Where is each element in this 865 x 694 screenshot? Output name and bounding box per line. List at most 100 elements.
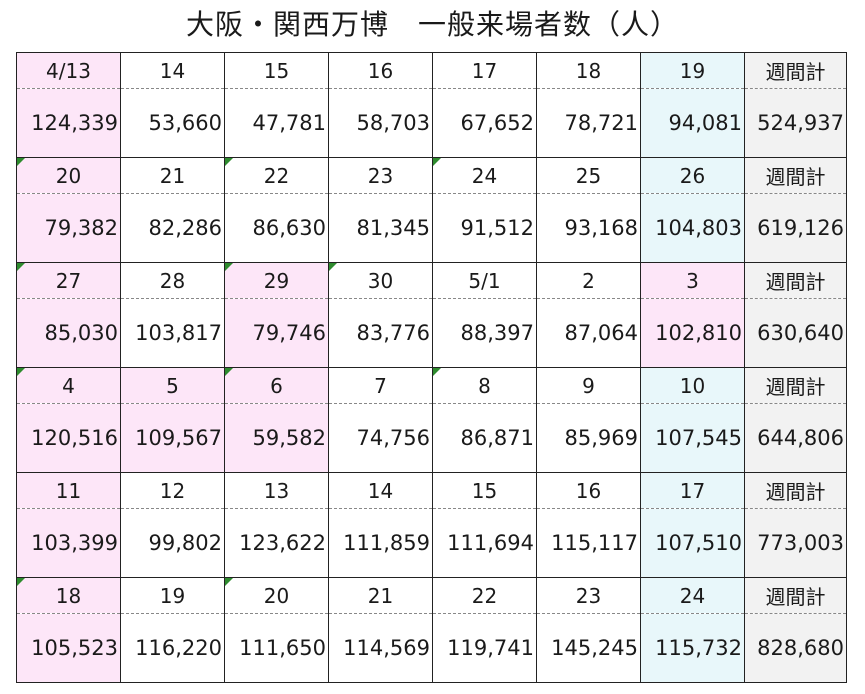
date-cell: 26 — [640, 157, 745, 194]
date-cell: 20 — [16, 157, 121, 194]
date-cell: 18 — [16, 577, 121, 614]
date-cell: 16 — [328, 52, 433, 89]
page-title: 大阪・関西万博 一般来場者数（人） — [185, 8, 679, 41]
visitor-count-cell: 109,567 — [120, 403, 225, 473]
date-cell: 27 — [16, 262, 121, 299]
value-row: 120,516 109,567 59,582 74,756 86,871 85,969 10… — [16, 403, 847, 473]
date-cell: 23 — [328, 157, 433, 194]
date-cell: 10 — [640, 367, 745, 404]
visitor-count-cell: 115,732 — [640, 613, 745, 683]
date-cell: 14 — [120, 52, 225, 89]
date-cell: 4/13 — [16, 52, 121, 89]
value-row: 85,030 103,817 79,746 83,776 88,397 87,064 102… — [16, 298, 847, 368]
date-cell: 3 — [640, 262, 745, 299]
date-cell: 15 — [224, 52, 329, 89]
date-cell: 7 — [328, 367, 433, 404]
weekly-total-label: 週間計 — [744, 577, 847, 614]
date-row: 20 21 22 23 24 25 26 週間計 — [16, 157, 847, 194]
visitor-count-cell: 124,339 — [16, 88, 121, 158]
visitor-count-cell: 81,345 — [328, 193, 433, 263]
visitor-count-cell: 120,516 — [16, 403, 121, 473]
date-cell: 12 — [120, 472, 225, 509]
date-cell: 20 — [224, 577, 329, 614]
visitor-count-cell: 103,399 — [16, 508, 121, 578]
visitor-count-cell: 82,286 — [120, 193, 225, 263]
visitor-count-cell: 59,582 — [224, 403, 329, 473]
visitor-count-cell: 104,803 — [640, 193, 745, 263]
visitor-count-cell: 116,220 — [120, 613, 225, 683]
date-cell: 6 — [224, 367, 329, 404]
visitor-count-cell: 114,569 — [328, 613, 433, 683]
visitor-count-cell: 67,652 — [432, 88, 537, 158]
date-cell: 13 — [224, 472, 329, 509]
date-cell: 17 — [640, 472, 745, 509]
visitor-count-cell: 79,746 — [224, 298, 329, 368]
date-cell: 8 — [432, 367, 537, 404]
weekly-total-label: 週間計 — [744, 367, 847, 404]
date-cell: 21 — [120, 157, 225, 194]
visitor-count-cell: 53,660 — [120, 88, 225, 158]
date-row: 11 12 13 14 15 16 17 週間計 — [16, 472, 847, 509]
date-cell: 19 — [640, 52, 745, 89]
date-cell: 19 — [120, 577, 225, 614]
date-cell: 18 — [536, 52, 641, 89]
visitor-count-cell: 86,630 — [224, 193, 329, 263]
date-cell: 2 — [536, 262, 641, 299]
weekly-total-value: 630,640 — [744, 298, 847, 368]
visitor-count-cell: 145,245 — [536, 613, 641, 683]
date-cell: 22 — [224, 157, 329, 194]
visitor-count-cell: 47,781 — [224, 88, 329, 158]
value-row: 79,382 82,286 86,630 81,345 91,512 93,168 104,… — [16, 193, 847, 263]
visitor-count-cell: 105,523 — [16, 613, 121, 683]
weekly-total-label: 週間計 — [744, 262, 847, 299]
date-cell: 5/1 — [432, 262, 537, 299]
visitor-count-cell: 85,969 — [536, 403, 641, 473]
visitor-count-cell: 85,030 — [16, 298, 121, 368]
attendance-table: 4/13 14 15 16 17 18 19 週間計 124,339 53,660 47,781 58… — [16, 52, 847, 683]
visitor-count-cell: 93,168 — [536, 193, 641, 263]
visitor-count-cell: 111,694 — [432, 508, 537, 578]
visitor-count-cell: 107,510 — [640, 508, 745, 578]
visitor-count-cell: 94,081 — [640, 88, 745, 158]
weekly-total-value: 828,680 — [744, 613, 847, 683]
visitor-count-cell: 74,756 — [328, 403, 433, 473]
weekly-total-label: 週間計 — [744, 472, 847, 509]
date-row: 27 28 29 30 5/1 2 3 週間計 — [16, 262, 847, 299]
date-cell: 28 — [120, 262, 225, 299]
visitor-count-cell: 107,545 — [640, 403, 745, 473]
date-cell: 17 — [432, 52, 537, 89]
visitor-count-cell: 115,117 — [536, 508, 641, 578]
visitor-count-cell: 91,512 — [432, 193, 537, 263]
date-cell: 11 — [16, 472, 121, 509]
date-cell: 23 — [536, 577, 641, 614]
date-cell: 16 — [536, 472, 641, 509]
visitor-count-cell: 86,871 — [432, 403, 537, 473]
weekly-total-label: 週間計 — [744, 157, 847, 194]
weekly-total-label: 週間計 — [744, 52, 847, 89]
date-cell: 24 — [432, 157, 537, 194]
date-cell: 15 — [432, 472, 537, 509]
date-row: 4 5 6 7 8 9 10 週間計 — [16, 367, 847, 404]
visitor-count-cell: 88,397 — [432, 298, 537, 368]
weekly-total-value: 773,003 — [744, 508, 847, 578]
date-cell: 24 — [640, 577, 745, 614]
date-row: 4/13 14 15 16 17 18 19 週間計 — [16, 52, 847, 89]
visitor-count-cell: 79,382 — [16, 193, 121, 263]
date-cell: 22 — [432, 577, 537, 614]
date-cell: 5 — [120, 367, 225, 404]
visitor-count-cell: 103,817 — [120, 298, 225, 368]
date-cell: 21 — [328, 577, 433, 614]
weekly-total-value: 524,937 — [744, 88, 847, 158]
date-cell: 14 — [328, 472, 433, 509]
date-cell: 30 — [328, 262, 433, 299]
visitor-count-cell: 123,622 — [224, 508, 329, 578]
date-cell: 29 — [224, 262, 329, 299]
visitor-count-cell: 99,802 — [120, 508, 225, 578]
weekly-total-value: 619,126 — [744, 193, 847, 263]
date-cell: 4 — [16, 367, 121, 404]
visitor-count-cell: 58,703 — [328, 88, 433, 158]
visitor-count-cell: 111,650 — [224, 613, 329, 683]
visitor-count-cell: 78,721 — [536, 88, 641, 158]
value-row: 103,399 99,802 123,622 111,859 111,694 115,11… — [16, 508, 847, 578]
value-row: 124,339 53,660 47,781 58,703 67,652 78,721 94,… — [16, 88, 847, 158]
